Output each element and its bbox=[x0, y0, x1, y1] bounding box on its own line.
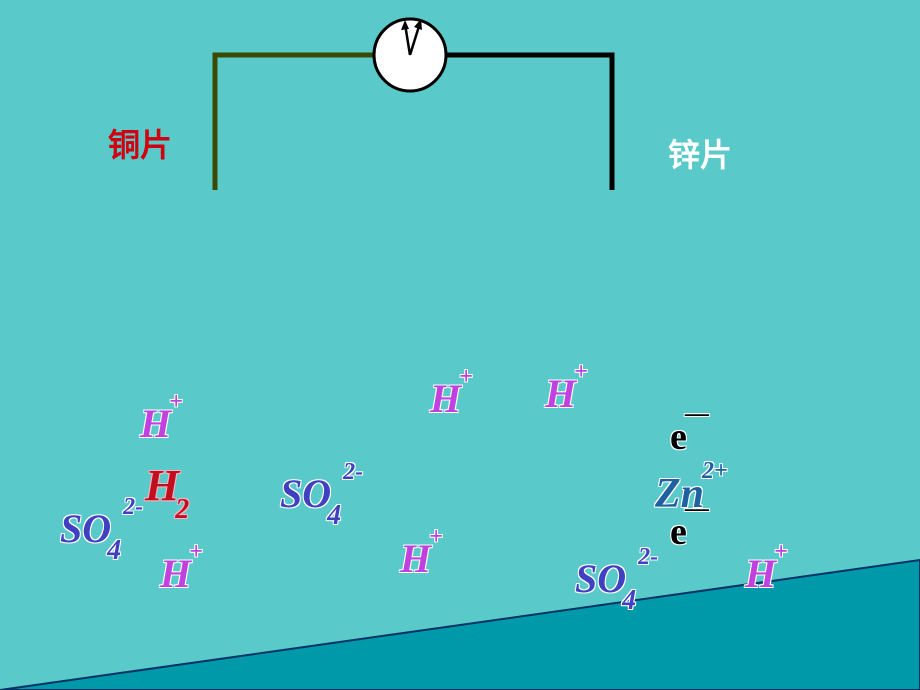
ion-hplus-6: H+ bbox=[400, 535, 445, 582]
ion-hplus-3: H+ bbox=[160, 550, 205, 597]
ion-so4-8: SO42- bbox=[575, 555, 660, 609]
ion-so4-4: SO42- bbox=[280, 470, 365, 524]
ion-layer: H+H2SO42-H+SO42-H+H+H+SO42-e—Zn2+e—H+ bbox=[0, 0, 920, 690]
ion-hplus-5: H+ bbox=[430, 375, 475, 422]
ion-hplus-7: H+ bbox=[545, 370, 590, 417]
ion-hplus-0: H+ bbox=[140, 400, 185, 447]
ion-elec-11: e— bbox=[670, 510, 711, 554]
ion-h2-1: H2 bbox=[145, 460, 193, 518]
ion-hplus-12: H+ bbox=[745, 550, 790, 597]
ion-elec-9: e— bbox=[670, 415, 711, 459]
ion-so4-2: SO42- bbox=[60, 505, 145, 559]
